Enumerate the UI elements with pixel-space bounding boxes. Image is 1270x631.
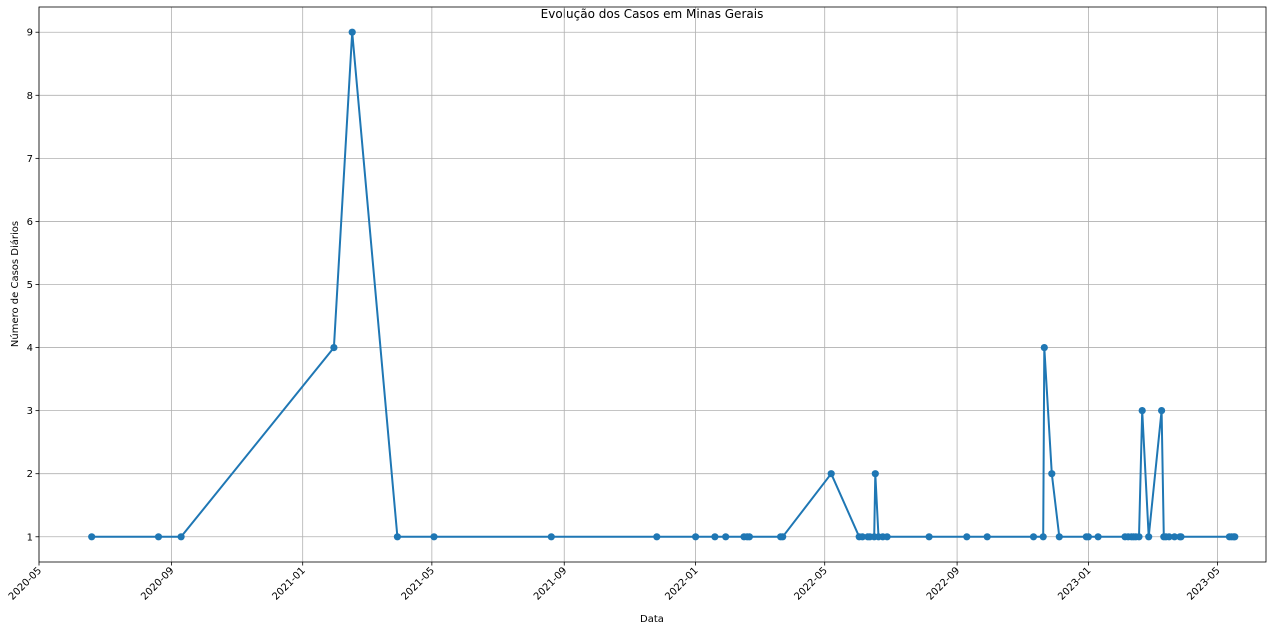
data-point — [925, 533, 933, 541]
data-point — [330, 344, 338, 352]
data-point — [983, 533, 991, 541]
x-axis-label: Data — [640, 614, 664, 625]
data-point — [430, 533, 438, 541]
data-point — [963, 533, 971, 541]
data-point — [653, 533, 661, 541]
data-point — [393, 533, 401, 541]
data-point — [154, 533, 163, 541]
data-point — [1029, 533, 1038, 541]
data-point — [1040, 344, 1048, 352]
data-point — [177, 533, 185, 541]
data-point — [883, 533, 891, 541]
y-tick-label: 7 — [27, 154, 33, 165]
data-point — [547, 533, 555, 541]
y-tick-label: 5 — [27, 280, 33, 291]
y-axis-label: Número de Casos Diários — [9, 221, 21, 347]
data-point — [1158, 407, 1166, 415]
y-tick-label: 1 — [27, 532, 33, 543]
data-point — [1094, 533, 1102, 541]
data-point — [1135, 533, 1143, 541]
data-point — [711, 533, 719, 541]
data-point — [1084, 533, 1092, 541]
y-tick-label: 9 — [27, 28, 33, 39]
data-point — [1048, 470, 1056, 478]
data-point — [871, 470, 879, 478]
data-point — [1165, 533, 1173, 541]
data-point — [779, 533, 787, 541]
data-point — [1177, 533, 1185, 541]
data-point — [827, 470, 835, 478]
y-tick-label: 6 — [27, 217, 33, 228]
data-point — [1138, 407, 1146, 415]
data-point — [858, 533, 867, 541]
data-point — [745, 533, 754, 541]
y-tick-label: 2 — [27, 469, 33, 480]
data-point — [722, 533, 730, 541]
data-point — [1039, 533, 1047, 541]
data-point — [348, 28, 356, 36]
data-point — [1145, 533, 1153, 541]
data-point — [88, 533, 96, 541]
y-tick-label: 3 — [27, 406, 33, 417]
y-tick-label: 8 — [27, 91, 33, 102]
data-point — [1170, 533, 1179, 541]
data-point — [692, 533, 700, 541]
series-layer — [88, 28, 1239, 541]
data-point — [1231, 533, 1239, 541]
y-tick-label: 4 — [27, 343, 33, 354]
chart-title: Evolução dos Casos em Minas Gerais — [541, 7, 764, 21]
data-point — [1055, 533, 1063, 541]
plot-frame — [38, 6, 1267, 563]
